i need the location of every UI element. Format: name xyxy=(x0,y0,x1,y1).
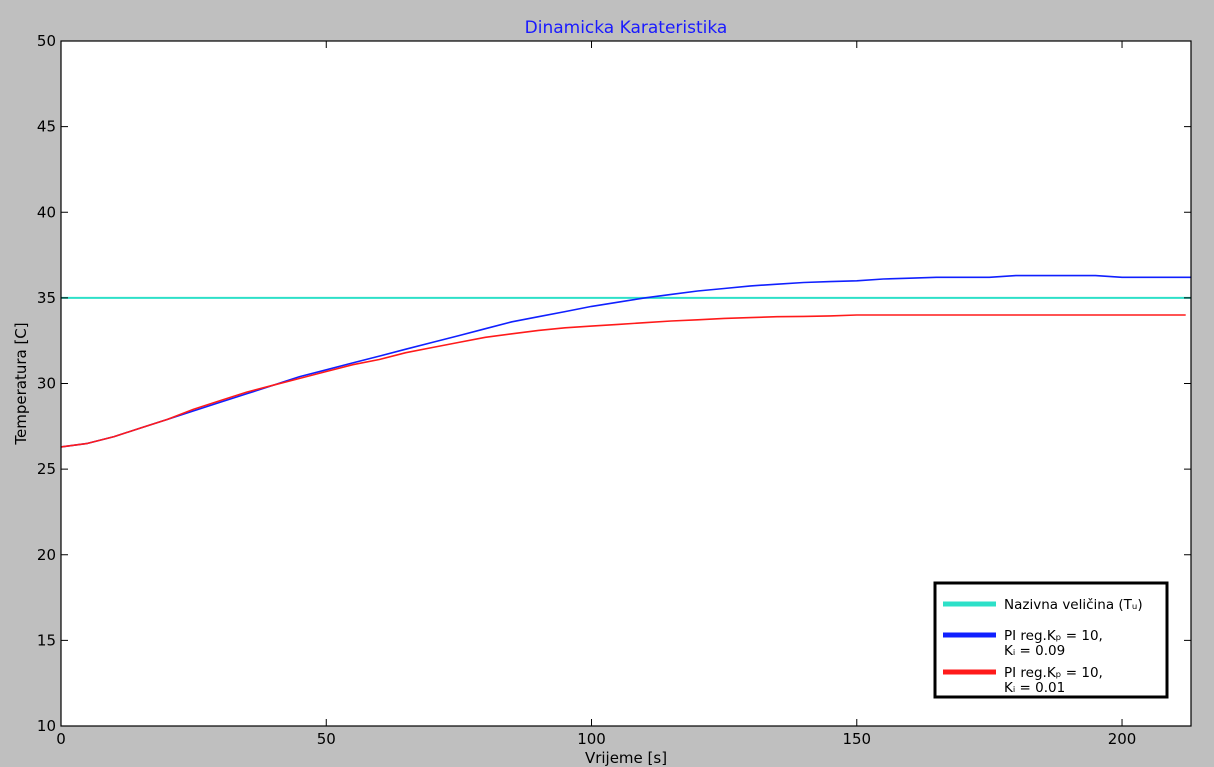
y-tick-label: 35 xyxy=(37,289,56,307)
y-tick-label: 20 xyxy=(37,546,56,564)
legend-label-1: Nazivna veličina (Tᵤ) xyxy=(1004,597,1143,613)
y-tick-label: 10 xyxy=(37,717,56,735)
series-line-3 xyxy=(60,314,1186,448)
x-tick-label: 0 xyxy=(56,730,66,748)
series-layer xyxy=(60,274,1191,448)
legend: Nazivna veličina (Tᵤ)PI reg.Kₚ = 10,Kᵢ =… xyxy=(933,581,1169,699)
legend-label-2-line2: Kᵢ = 0.09 xyxy=(1004,643,1065,659)
y-tick-label: 30 xyxy=(37,375,56,393)
x-axis: 0 50 100 150 200 xyxy=(56,41,1136,748)
y-tick-label: 25 xyxy=(37,460,56,478)
x-tick-label: 50 xyxy=(317,730,336,748)
y-axis-label: Temperatura [C] xyxy=(12,322,30,445)
y-tick-label: 40 xyxy=(37,203,56,221)
y-tick-label: 15 xyxy=(37,631,56,649)
x-tick-label: 200 xyxy=(1108,730,1137,748)
legend-label-3-line2: Kᵢ = 0.01 xyxy=(1004,680,1065,696)
chart-title: Dinamicka Karateristika xyxy=(525,18,728,38)
x-tick-label: 150 xyxy=(842,730,871,748)
x-axis-label: Vrijeme [s] xyxy=(585,749,667,767)
y-tick-label: 50 xyxy=(37,32,56,50)
y-tick-label: 45 xyxy=(37,118,56,136)
y-axis: 10 15 20 25 30 35 40 45 50 xyxy=(37,32,1191,735)
legend-label-2: PI reg.Kₚ = 10, xyxy=(1004,628,1103,644)
legend-label-3: PI reg.Kₚ = 10, xyxy=(1004,665,1103,681)
series-line-2 xyxy=(60,274,1191,448)
x-tick-label: 100 xyxy=(577,730,606,748)
